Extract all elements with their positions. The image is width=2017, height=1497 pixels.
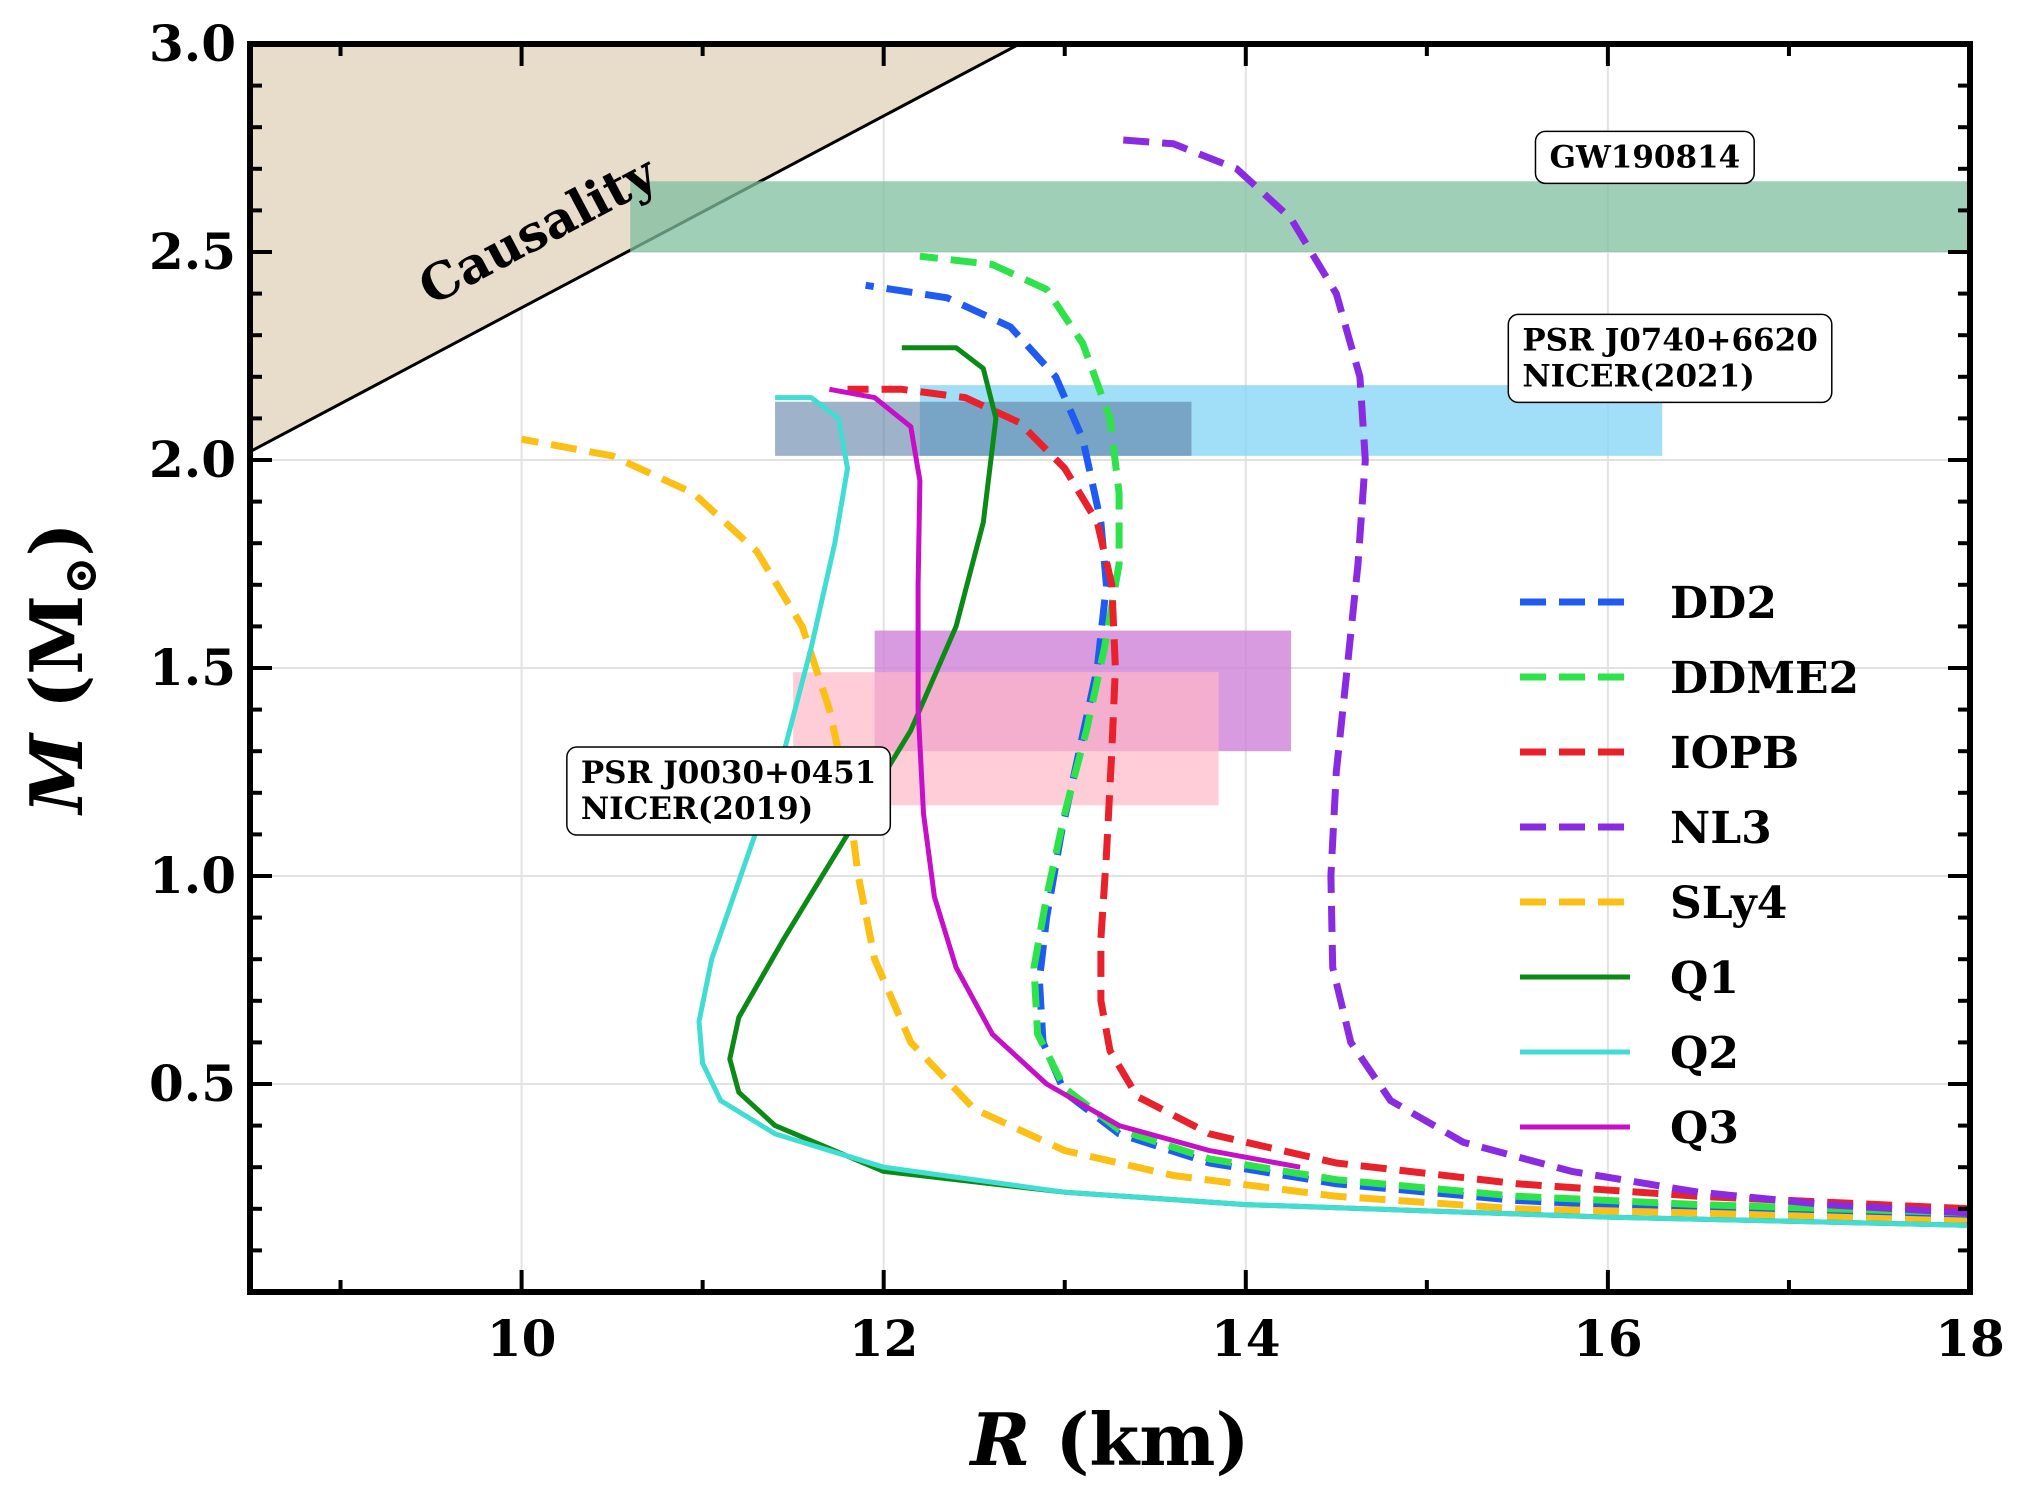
- axis-ticks: [250, 44, 1972, 1292]
- legend-label-dd2: DD2: [1670, 578, 1777, 629]
- y-tick-label: 2.0: [149, 430, 236, 489]
- x-axis-unit: (km): [1030, 1397, 1249, 1482]
- y-axis-title: M (M⊙): [14, 522, 107, 816]
- annotation-gw190814-text: GW190814: [1549, 139, 1740, 175]
- legend-label-q1: Q1: [1670, 953, 1739, 1004]
- curve-q2: [696, 395, 1970, 1228]
- curve-sly4: [520, 435, 1970, 1225]
- x-tick-label: 14: [1211, 1309, 1281, 1368]
- y-tick-label: 0.5: [149, 1054, 236, 1113]
- legend-label-q3: Q3: [1670, 1103, 1739, 1154]
- y-axis-unit-close: ): [14, 522, 99, 556]
- curve-iopb: [847, 385, 1970, 1213]
- y-axis-unit-open: (M: [14, 595, 99, 734]
- legend-label-q2: Q2: [1670, 1028, 1739, 1079]
- band-gw190814: [630, 181, 1970, 252]
- y-tick-label: 1.5: [149, 638, 236, 697]
- annotation-psr-j0740: PSR J0740+6620 NICER(2021): [1507, 313, 1833, 404]
- y-tick-label: 2.5: [149, 222, 236, 281]
- legend: DD2 DDME2 IOPB NL3 SLy4 Q1 Q2 Q3: [1520, 578, 1859, 1154]
- curve-nl3: [1118, 136, 1970, 1217]
- x-tick-label: 12: [849, 1309, 919, 1368]
- y-tick-label: 3.0: [149, 14, 236, 73]
- legend-label-sly4: SLy4: [1670, 878, 1787, 929]
- y-axis-sun-symbol: ⊙: [53, 556, 107, 595]
- x-axis-symbol: R: [968, 1397, 1030, 1482]
- annotation-psr-j0740-name: PSR J0740+6620: [1522, 322, 1817, 358]
- x-tick-label: 18: [1935, 1309, 2005, 1368]
- tick-labels: 10 12 14 16 18 0.5 1.0 1.5 2.0 2.5 3.0: [149, 14, 2005, 1368]
- annotation-psr-j0740-source: NICER(2021): [1522, 358, 1755, 394]
- y-axis-symbol: M: [14, 732, 99, 817]
- annotation-psr-j0030-name: PSR J0030+0451: [581, 755, 876, 791]
- annotation-psr-j0030: PSR J0030+0451 NICER(2019): [566, 746, 892, 836]
- legend-label-ddme2: DDME2: [1670, 653, 1859, 704]
- curve-ddme2: [919, 252, 1970, 1217]
- annotation-gw190814: GW190814: [1534, 130, 1755, 185]
- x-axis-title: R (km): [968, 1397, 1249, 1482]
- mr-curves: [520, 136, 1970, 1228]
- legend-label-nl3: NL3: [1670, 803, 1772, 854]
- curve-q3: [828, 386, 1301, 1170]
- x-tick-label: 16: [1573, 1309, 1643, 1368]
- band-j0740-narrow: [775, 401, 1192, 456]
- annotation-psr-j0030-source: NICER(2019): [581, 791, 814, 827]
- x-tick-label: 10: [487, 1309, 557, 1368]
- legend-label-iopb: IOPB: [1670, 728, 1799, 779]
- y-tick-label: 1.0: [149, 846, 236, 905]
